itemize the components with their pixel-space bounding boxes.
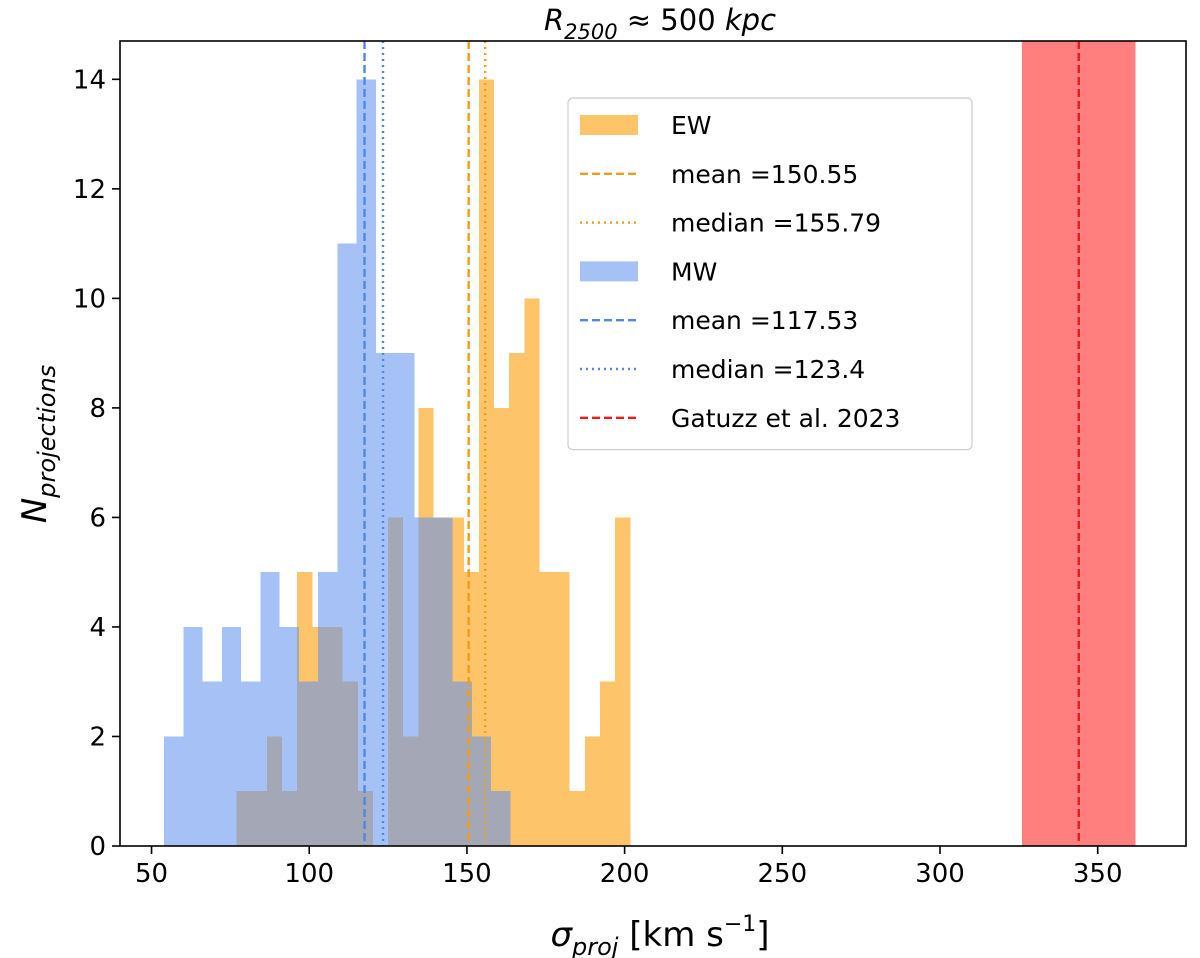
legend-label: MW <box>671 257 717 286</box>
mw-legend-patch <box>580 261 638 282</box>
y-axis-label: Nprojections <box>15 365 61 523</box>
y-tick-label: 10 <box>73 284 106 314</box>
mw-bar <box>241 681 261 846</box>
x-axis-label: σproj [km s−1] <box>550 912 769 958</box>
ew-bar <box>539 572 555 846</box>
x-tick-label: 350 <box>1073 859 1123 889</box>
mw-bar <box>375 353 396 846</box>
mw-bar <box>452 681 472 846</box>
axes: 50 100 150 200 250 300 350 0 2 4 6 8 10 12 14 <box>73 40 1187 889</box>
y-tick-label: 0 <box>89 832 106 862</box>
ew-bar <box>524 298 540 846</box>
mw-bar <box>491 791 511 846</box>
legend-label: mean =150.55 <box>671 160 858 189</box>
ew-bar <box>554 572 570 846</box>
mw-bar <box>202 681 222 846</box>
ew-legend-patch <box>580 115 638 135</box>
x-tick-label: 50 <box>135 859 168 889</box>
y-tick-label: 12 <box>73 175 106 205</box>
x-tick-label: 100 <box>284 859 334 889</box>
ew-bar <box>615 517 631 846</box>
ew-bar <box>509 353 525 846</box>
legend-label: Gatuzz et al. 2023 <box>671 404 900 433</box>
mw-bar <box>395 353 415 846</box>
x-tick-label: 200 <box>600 859 650 889</box>
y-tick-label: 8 <box>89 394 106 424</box>
x-tick-label: 250 <box>757 859 807 889</box>
x-tick-label: 300 <box>915 859 965 889</box>
legend-label: median =123.4 <box>671 355 865 384</box>
plot-content <box>164 41 1136 846</box>
mw-bar <box>414 517 434 846</box>
legend-label: EW <box>671 111 712 140</box>
legend-label: mean =117.53 <box>671 306 858 335</box>
x-tick-label: 150 <box>442 859 492 889</box>
y-tick-label: 6 <box>89 503 106 533</box>
mw-bar <box>433 517 453 846</box>
mw-bar <box>279 626 299 846</box>
ew-bar <box>600 681 616 846</box>
mw-bar <box>298 681 319 846</box>
mw-bar <box>318 572 338 846</box>
mw-bar <box>356 79 376 846</box>
chart-title: R2500 ≈ 500 kpc <box>544 3 776 44</box>
legend-frame <box>567 97 973 451</box>
mw-bar <box>260 572 280 846</box>
axes-frame <box>119 40 1187 847</box>
ew-bar <box>569 791 585 846</box>
mw-bar <box>471 736 492 846</box>
ew-bar <box>584 736 601 846</box>
legend-label: median =155.79 <box>671 209 881 238</box>
legend: EW mean =150.55 median =155.79 MW mean =117.… <box>567 97 973 451</box>
ew-bar <box>494 407 510 846</box>
plot-area <box>164 41 1136 846</box>
mw-bar <box>337 243 357 846</box>
y-tick-label: 14 <box>73 65 106 95</box>
y-tick-label: 4 <box>89 613 106 643</box>
ew-bar <box>478 79 495 846</box>
mw-bar <box>221 626 242 846</box>
mw-bar <box>183 626 203 846</box>
mw-bar <box>164 736 184 846</box>
y-tick-label: 2 <box>89 722 106 752</box>
